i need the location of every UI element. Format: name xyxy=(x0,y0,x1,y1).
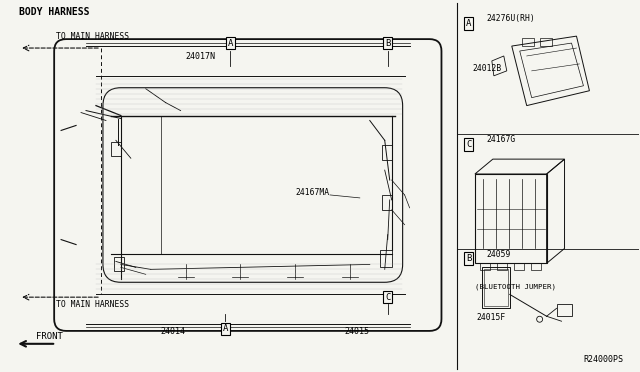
Text: 24015: 24015 xyxy=(345,327,370,336)
Bar xyxy=(381,195,392,210)
Text: 24014: 24014 xyxy=(161,327,186,336)
Text: C: C xyxy=(467,140,472,149)
Bar xyxy=(380,250,392,267)
Text: A: A xyxy=(467,19,472,28)
Text: B: B xyxy=(385,39,390,48)
Text: 24017N: 24017N xyxy=(186,52,216,61)
Text: 24167G: 24167G xyxy=(487,135,516,144)
Bar xyxy=(480,263,490,270)
Text: B: B xyxy=(467,254,472,263)
Text: R24000PS: R24000PS xyxy=(584,355,623,364)
Text: A: A xyxy=(228,39,233,48)
Text: 24015F: 24015F xyxy=(477,313,506,322)
Bar xyxy=(111,142,121,156)
Text: C: C xyxy=(385,293,390,302)
Text: FRONT: FRONT xyxy=(36,332,63,341)
Text: 24059: 24059 xyxy=(487,250,511,259)
Text: BODY HARNESS: BODY HARNESS xyxy=(19,7,90,17)
Text: 24012B: 24012B xyxy=(472,64,501,73)
Bar xyxy=(475,174,547,263)
Bar xyxy=(522,38,534,46)
Text: (BLUETOOTH JUMPER): (BLUETOOTH JUMPER) xyxy=(475,283,556,290)
Bar xyxy=(497,263,507,270)
Text: 24167MA: 24167MA xyxy=(295,188,329,197)
Bar xyxy=(514,263,524,270)
Text: 24276U(RH): 24276U(RH) xyxy=(487,14,536,23)
Text: TO MAIN HARNESS: TO MAIN HARNESS xyxy=(56,300,129,309)
Bar xyxy=(531,263,541,270)
Text: TO MAIN HARNESS: TO MAIN HARNESS xyxy=(56,32,129,41)
Bar xyxy=(540,38,552,46)
Bar xyxy=(381,145,392,160)
Bar xyxy=(482,267,510,308)
Bar xyxy=(557,304,573,316)
Text: A: A xyxy=(223,324,228,333)
Bar xyxy=(484,269,508,306)
Bar xyxy=(114,257,124,271)
